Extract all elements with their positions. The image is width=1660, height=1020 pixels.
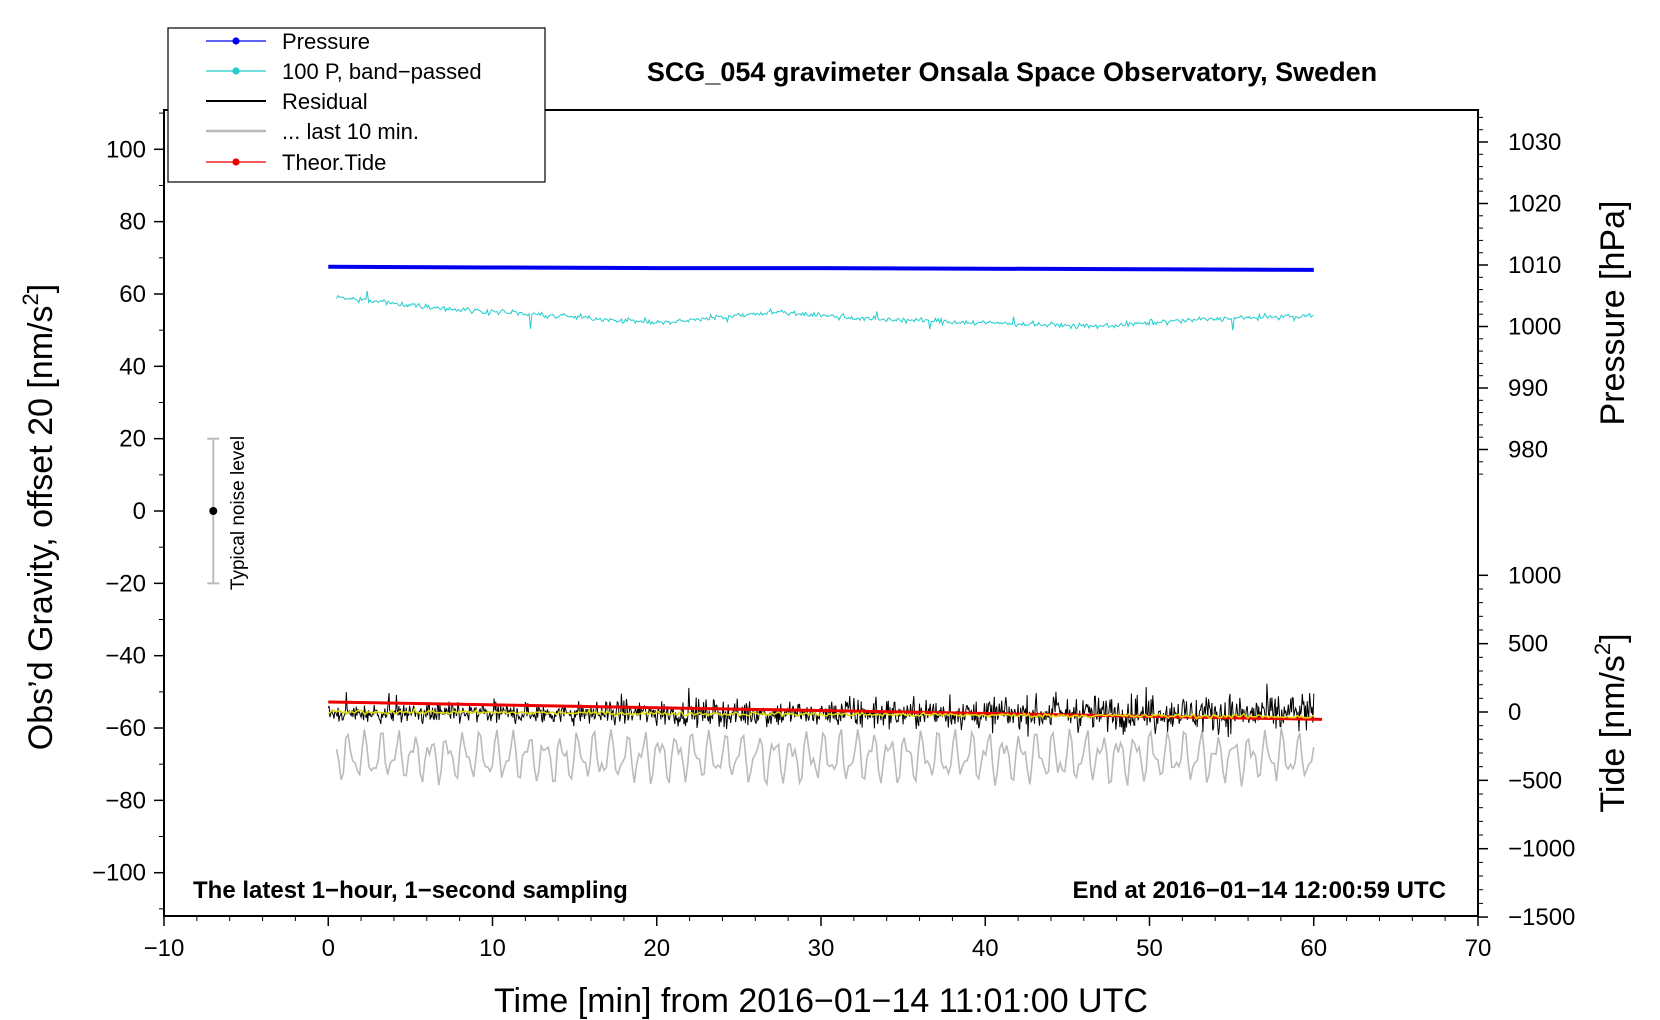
- legend-marker-tide: [232, 158, 240, 166]
- x-axis-title: Time [min] from 2016−01−14 11:01:00 UTC: [494, 982, 1148, 1020]
- legend-box: [167, 27, 546, 183]
- y-left-tick-label: 80: [119, 209, 146, 236]
- tide-tick-label: −500: [1508, 767, 1562, 794]
- series-last-10-min: [335, 728, 1315, 787]
- y-left-tick-label: −20: [105, 570, 146, 597]
- noise-indicator-dot: [209, 507, 218, 515]
- x-tick-label: −10: [144, 935, 185, 962]
- y-left-tick-label: 40: [119, 353, 146, 380]
- tide-tick-label: 1000: [1508, 562, 1561, 589]
- y-left-tick-label: −100: [92, 860, 146, 887]
- x-tick-label: 20: [643, 935, 670, 962]
- series-smoothed: [327, 707, 1315, 720]
- y-axis-title-pressure: Pressure [hPa]: [1594, 201, 1632, 426]
- legend-marker-bandpassed: [232, 67, 240, 75]
- y-left-tick-label: 100: [106, 136, 146, 163]
- legend: Pressure 100 P, band−passed Residual ...…: [167, 27, 546, 183]
- series-theor-tide: [328, 700, 1322, 721]
- series-layer: [207, 264, 1322, 787]
- pressure-tick-label: 980: [1508, 437, 1548, 464]
- x-tick-label: 10: [479, 935, 506, 962]
- legend-label-pressure: Pressure: [282, 29, 370, 54]
- legend-label-bandpassed: 100 P, band−passed: [282, 59, 482, 84]
- legend-marker-pressure: [232, 37, 240, 45]
- y-axis-title-left: Obs’d Gravity, offset 20 [nm/s2]: [18, 284, 60, 750]
- noise-indicator-label: Typical noise level: [228, 436, 249, 590]
- y-left-tick-label: 0: [133, 498, 146, 525]
- x-tick-label: 30: [808, 935, 835, 962]
- legend-label-residual: Residual: [282, 89, 368, 114]
- y-axis-title-left-tail: ]: [22, 284, 60, 293]
- series-band-passed: [336, 290, 1314, 331]
- chart-title: SCG_054 gravimeter Onsala Space Observat…: [647, 57, 1377, 87]
- x-tick-label: 70: [1465, 935, 1492, 962]
- y-left-tick-label: −60: [105, 715, 146, 742]
- pressure-tick-label: 1030: [1508, 129, 1561, 156]
- y-left-tick-label: −80: [105, 787, 146, 814]
- y-axis-title-left-sup: 2: [18, 293, 43, 305]
- y-axis-title-tide-main: Tide [nm/s: [1594, 655, 1632, 812]
- pressure-tick-label: 1010: [1508, 252, 1561, 279]
- y-left-tick-label: 20: [119, 426, 146, 453]
- y-left-tick-label: −40: [105, 643, 146, 670]
- annotation-sampling: The latest 1−hour, 1−second sampling: [193, 877, 628, 904]
- y-left-tick-label: 60: [119, 281, 146, 308]
- tide-tick-label: 500: [1508, 631, 1548, 658]
- x-tick-label: 0: [322, 935, 335, 962]
- series-pressure: [328, 264, 1314, 272]
- tide-tick-label: −1500: [1508, 904, 1575, 931]
- x-tick-label: 40: [972, 935, 999, 962]
- pressure-tick-label: 1020: [1508, 191, 1561, 218]
- ticks-layer: −10 0 10 20 30 40 50 60 70100806040200−20−40−60−…: [92, 112, 1575, 962]
- pressure-tick-label: 990: [1508, 375, 1548, 402]
- y-axis-title-tide-sup: 2: [1590, 643, 1615, 655]
- x-tick-label: 50: [1136, 935, 1163, 962]
- annotation-end-time: End at 2016−01−14 12:00:59 UTC: [1072, 877, 1446, 904]
- x-tick-label: 60: [1300, 935, 1327, 962]
- legend-label-tide: Theor.Tide: [282, 150, 386, 175]
- tide-tick-label: −1000: [1508, 836, 1575, 863]
- y-axis-title-tide-tail: ]: [1594, 633, 1632, 642]
- pressure-tick-label: 1000: [1508, 314, 1561, 341]
- legend-label-last10: ... last 10 min.: [282, 119, 419, 144]
- tide-tick-label: 0: [1508, 699, 1521, 726]
- y-axis-title-left-main: Obs’d Gravity, offset 20 [nm/s: [22, 306, 60, 751]
- y-axis-title-tide: Tide [nm/s2]: [1590, 633, 1632, 812]
